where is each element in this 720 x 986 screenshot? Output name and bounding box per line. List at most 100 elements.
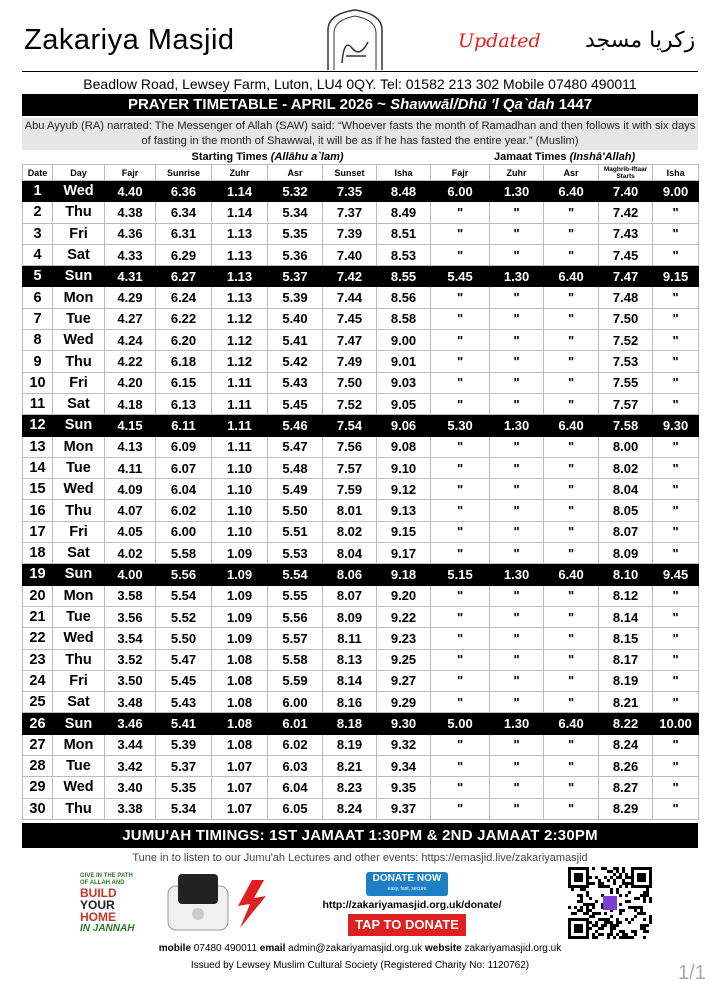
time-cell: 1.30 — [489, 414, 545, 437]
qr-module — [604, 918, 607, 921]
qr-module — [586, 912, 589, 915]
time-cell: 5.45 — [155, 669, 212, 693]
time-cell: 5.50 — [267, 499, 323, 522]
date-cell: 17 — [22, 520, 53, 544]
qr-module — [628, 900, 631, 903]
group-note: (Inshā'Allah) — [569, 151, 636, 163]
time-cell: 6.34 — [155, 201, 212, 224]
date-cell: 8 — [22, 329, 53, 352]
qr-module — [640, 906, 643, 909]
time-cell: 4.11 — [104, 456, 156, 480]
time-cell: 8.00 — [598, 435, 654, 458]
time-cell: 5.00 — [430, 712, 491, 735]
qr-module — [643, 924, 646, 927]
time-cell: 1.13 — [211, 243, 268, 267]
qr-module — [616, 921, 619, 924]
time-cell: 9.10 — [375, 456, 432, 480]
donate-url[interactable]: http://zakariyamasjid.org.uk/donate/ — [322, 899, 502, 911]
time-cell: " — [652, 797, 700, 820]
qr-module — [589, 903, 592, 906]
qr-module — [631, 906, 634, 909]
date-cell: 6 — [22, 286, 53, 309]
time-cell: 8.18 — [322, 712, 377, 735]
date-cell: 20 — [22, 584, 53, 607]
time-cell: 1.08 — [211, 669, 268, 693]
qr-module — [637, 873, 646, 882]
time-cell: 4.38 — [104, 201, 156, 224]
time-cell: " — [543, 776, 600, 799]
time-cell: 8.05 — [598, 499, 654, 522]
time-cell: 3.46 — [104, 712, 156, 735]
qr-module — [634, 933, 637, 936]
qr-module — [574, 912, 577, 915]
tap-to-donate[interactable]: TAP TO DONATE — [348, 914, 466, 936]
date-cell: Sun — [52, 563, 105, 586]
qr-module — [646, 891, 649, 894]
time-cell: 7.40 — [598, 179, 654, 203]
time-cell: 5.37 — [155, 755, 212, 778]
qr-module — [625, 933, 628, 936]
time-cell: 3.40 — [104, 776, 156, 799]
time-cell: 6.18 — [155, 350, 212, 373]
qr-module — [568, 906, 571, 909]
time-cell: 1.10 — [211, 499, 268, 522]
contact-website: zakariyamasjid.org.uk — [464, 943, 562, 954]
time-cell: 8.21 — [322, 755, 377, 778]
time-cell: 1.11 — [211, 414, 268, 437]
time-cell: 6.00 — [155, 520, 212, 544]
qr-module — [601, 918, 604, 921]
date-cell: 26 — [22, 712, 53, 735]
date-cell: Wed — [52, 478, 105, 501]
time-cell: 7.58 — [598, 414, 654, 437]
date-cell: Wed — [52, 776, 105, 799]
timetable-row: 25 Sat 3.48 5.43 1.08 6.00 8.16 9.29 " " " 8.21 " — [22, 691, 700, 714]
time-cell: " — [543, 542, 600, 565]
qr-module — [649, 915, 652, 918]
time-cell: " — [430, 627, 491, 650]
hadith: Abu Ayyub (RA) narrated: The Messenger o… — [22, 118, 698, 150]
qr-module — [619, 930, 622, 933]
time-cell: 9.15 — [652, 265, 700, 288]
time-cell: 8.56 — [375, 286, 432, 309]
qr-module — [640, 912, 643, 915]
time-cell: " — [430, 456, 491, 480]
donate-now-button[interactable]: DONATE NOW easy, fast, secure — [366, 872, 448, 896]
qr-module — [643, 897, 646, 900]
time-cell: " — [430, 776, 491, 799]
date-cell: Mon — [52, 584, 105, 607]
time-cell: 1.08 — [211, 691, 268, 714]
time-cell: " — [430, 648, 491, 671]
qr-module — [607, 879, 610, 882]
time-cell: 5.43 — [155, 691, 212, 714]
time-cell: 1.30 — [489, 563, 545, 586]
time-cell: 8.24 — [598, 733, 654, 757]
time-cell: 4.31 — [104, 265, 156, 288]
qr-module — [622, 930, 625, 933]
date-cell: 22 — [22, 627, 53, 650]
time-cell: 9.00 — [652, 179, 700, 203]
time-cell: 5.36 — [267, 243, 323, 267]
time-cell: " — [489, 797, 545, 820]
time-cell: " — [652, 499, 700, 522]
time-cell: 8.07 — [322, 584, 377, 607]
time-cell: 6.27 — [155, 265, 212, 288]
timetable-row: 8 Wed 4.24 6.20 1.12 5.41 7.47 9.00 " " " 7.52 " — [22, 329, 700, 352]
time-cell: " — [430, 435, 491, 458]
date-cell: Tue — [52, 307, 105, 331]
contact-label: email — [259, 943, 286, 954]
time-cell: 4.20 — [104, 371, 156, 394]
timetable-row: 2 Thu 4.38 6.34 1.14 5.34 7.37 8.49 " " " 7.42 " — [22, 201, 700, 224]
time-cell: " — [543, 201, 600, 224]
qr-module — [610, 876, 613, 879]
time-cell: 1.07 — [211, 755, 268, 778]
time-cell: 6.02 — [267, 733, 323, 757]
time-cell: " — [652, 542, 700, 565]
qr-module — [603, 896, 617, 910]
qr-module — [604, 867, 607, 870]
time-cell: 1.14 — [211, 179, 268, 203]
time-cell: " — [543, 286, 600, 309]
time-cell: 1.12 — [211, 307, 268, 331]
time-cell: 9.27 — [375, 669, 432, 693]
time-cell: 9.29 — [375, 691, 432, 714]
qr-module — [592, 915, 595, 918]
